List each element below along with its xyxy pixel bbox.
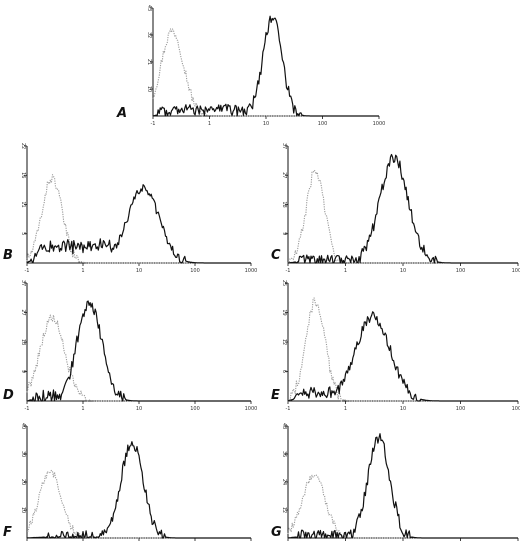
y-tick-label: 21 (146, 59, 152, 65)
x-tick-label: 100 (456, 406, 466, 412)
control-histogram-a (152, 28, 379, 117)
y-tick-label: 12 (281, 507, 287, 513)
x-tick-label: 1 (208, 121, 211, 127)
y-tick-label: 48 (281, 423, 287, 429)
x-tick-label: 10 (263, 121, 269, 127)
y-tick-label: 9 (281, 232, 287, 235)
x-tick-label: 1 (344, 406, 347, 412)
stained-histogram-a (152, 15, 379, 117)
control-histogram-e (287, 297, 518, 402)
y-tick-label: 30 (20, 451, 26, 457)
y-tick-label: 18 (281, 201, 287, 207)
x-tick-label: 1 (81, 268, 84, 274)
x-tick-label: 1000 (245, 406, 258, 412)
x-tick-label: 1000 (512, 406, 520, 412)
panel-letter-a: A (116, 106, 127, 121)
x-tick-label: 1000 (373, 121, 386, 127)
y-tick-label: 11 (20, 201, 26, 207)
y-tick-label: 19 (281, 309, 287, 315)
histogram-panel-d: -1 1 10 100 1000 9 18 27 37 D (3, 280, 257, 412)
histogram-panel-f: -1110100100010203040F (3, 423, 252, 541)
y-tick-label: 32 (146, 32, 152, 38)
y-tick-label: 27 (20, 309, 26, 315)
y-tick-label: 25 (281, 280, 287, 286)
control-histogram-d (26, 314, 251, 402)
y-tick-label: 43 (146, 5, 152, 11)
x-tick-label: 10 (400, 406, 406, 412)
panel-letter-f: F (3, 525, 12, 540)
x-tick-label: -1 (286, 406, 291, 412)
x-tick-label: 100 (456, 268, 466, 274)
y-tick-label: 12 (281, 339, 287, 345)
y-tick-label: 10 (20, 507, 26, 513)
stained-histogram-f (26, 441, 251, 539)
control-histogram-f (27, 469, 251, 539)
y-tick-label: 16 (20, 172, 26, 178)
stained-histogram-c (287, 153, 518, 264)
x-tick-label: 10 (400, 268, 406, 274)
y-tick-label: 22 (20, 143, 26, 149)
x-tick-label: -1 (25, 268, 30, 274)
y-tick-label: 18 (20, 339, 26, 345)
panel-letter-g: G (271, 525, 282, 540)
stained-histogram-g (287, 433, 518, 539)
panel-letter-d: D (3, 388, 14, 403)
y-tick-label: 40 (20, 423, 26, 429)
x-tick-label: 1 (344, 268, 347, 274)
x-tick-label: 100 (318, 121, 328, 127)
x-tick-label: 10 (136, 268, 142, 274)
y-tick-label: 37 (20, 280, 26, 286)
y-tick-label: 5 (20, 232, 26, 235)
x-tick-label: 1000 (245, 268, 258, 274)
x-tick-label: 10 (136, 406, 142, 412)
control-histogram-c (287, 169, 518, 264)
histogram-panel-b: -1 1 10 100 1000 5 11 16 22 B (3, 143, 257, 274)
x-tick-label: -1 (286, 268, 291, 274)
stained-histogram-e (287, 311, 518, 402)
y-tick-label: 36 (281, 451, 287, 457)
control-histogram-g (287, 474, 518, 539)
panel-letter-e: E (271, 388, 280, 403)
x-tick-label: 100 (190, 268, 200, 274)
x-tick-label: 1000 (512, 268, 520, 274)
y-tick-label: 6 (281, 370, 287, 373)
y-tick-label: 27 (281, 172, 287, 178)
y-tick-label: 37 (281, 143, 287, 149)
x-tick-label: 100 (190, 406, 200, 412)
x-tick-label: 1 (81, 406, 84, 412)
histogram-panel-c: -1 1 10 100 1000 9 18 27 37 C (271, 143, 520, 274)
stained-histogram-b (26, 184, 251, 264)
y-tick-label: 9 (20, 370, 26, 373)
x-tick-label: -1 (25, 406, 30, 412)
y-tick-label: 10 (146, 86, 152, 92)
y-tick-label: 20 (20, 479, 26, 485)
y-tick-label: 24 (281, 479, 287, 485)
panel-letter-b: B (3, 248, 13, 263)
stained-histogram-d (26, 300, 251, 402)
x-tick-label: -1 (151, 121, 156, 127)
panel-letter-c: C (271, 248, 281, 263)
histogram-panel-e: -1 1 10 100 1000 6 12 19 25 E (271, 280, 520, 412)
histogram-panel-a: -1 1 10 100 1000 10 21 32 43 A (116, 5, 385, 127)
histogram-panel-g: -1110100100012243648G (271, 423, 519, 541)
